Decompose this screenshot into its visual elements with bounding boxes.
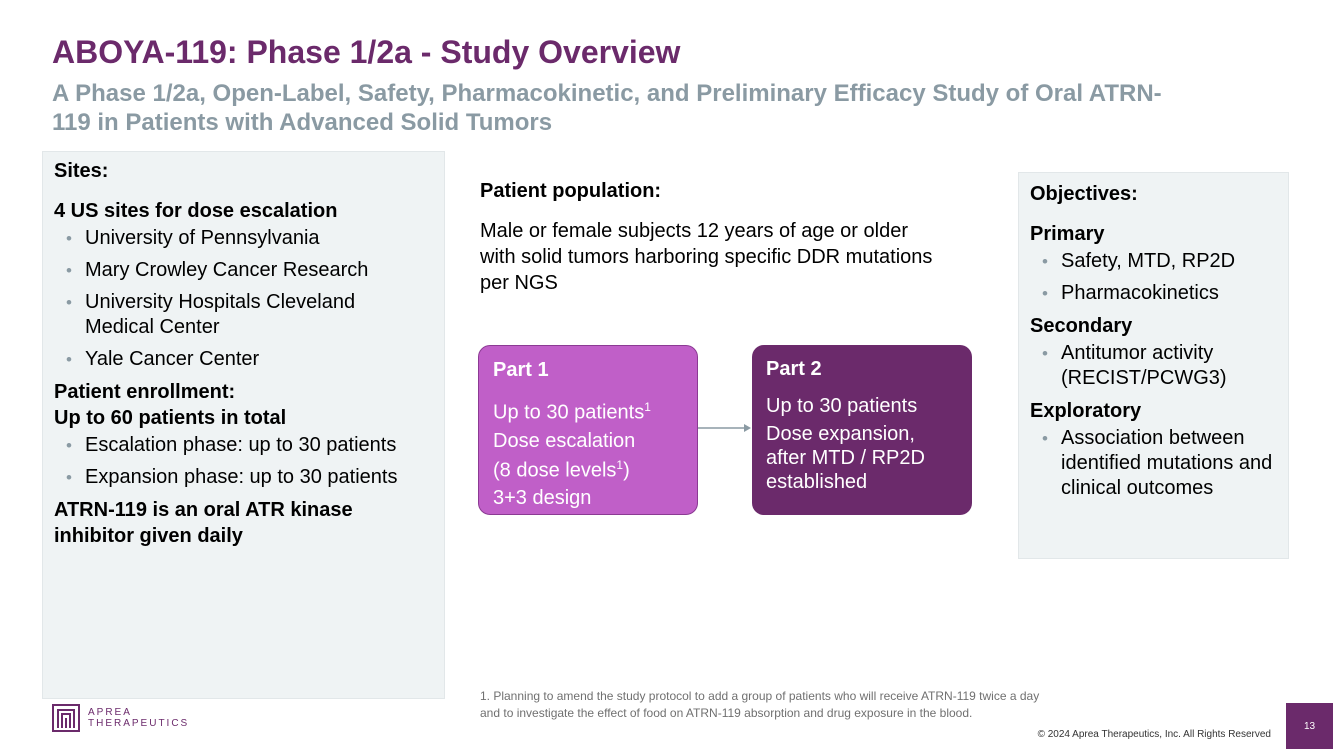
enrollment-heading: Patient enrollment: <box>54 381 236 403</box>
secondary-list: Antitumor activity (RECIST/PCWG3) <box>1030 341 1280 391</box>
part1-design: 3+3 design <box>493 487 592 510</box>
part1-box: Part 1 Up to 30 patients1 Dose escalatio… <box>478 345 698 515</box>
part1-title: Part 1 <box>493 359 549 381</box>
page-number: 13 <box>1286 703 1333 749</box>
aprea-logo-icon <box>52 704 80 732</box>
list-item: Yale Cancer Center <box>54 347 434 372</box>
list-item: Escalation phase: up to 30 patients <box>54 433 434 458</box>
sites-heading: Sites: <box>54 160 109 182</box>
objectives-panel: Objectives: Primary Safety, MTD, RP2D Ph… <box>1018 172 1289 559</box>
part2-title: Part 2 <box>766 358 822 380</box>
objectives-heading: Objectives: <box>1030 183 1138 205</box>
slide-subtitle: A Phase 1/2a, Open-Label, Safety, Pharma… <box>52 80 1162 136</box>
list-item: University Hospitals Cleveland Medical C… <box>54 290 385 340</box>
exploratory-heading: Exploratory <box>1030 400 1142 422</box>
list-item: University of Pennsylvania <box>54 226 434 251</box>
part2-patients: Up to 30 patients <box>766 395 918 417</box>
enrollment-list: Escalation phase: up to 30 patients Expa… <box>54 433 434 490</box>
company-logo: APREA THERAPEUTICS <box>52 704 189 732</box>
list-item: Safety, MTD, RP2D <box>1030 249 1280 274</box>
part1-dose-levels: (8 dose levels1) <box>493 457 630 482</box>
footnote: 1. Planning to amend the study protocol … <box>480 688 1160 722</box>
primary-list: Safety, MTD, RP2D Pharmacokinetics <box>1030 249 1280 306</box>
part1-patients: Up to 30 patients1 <box>493 400 651 424</box>
slide-title: ABOYA-119: Phase 1/2a - Study Overview <box>52 34 681 70</box>
sites-list: University of Pennsylvania Mary Crowley … <box>54 226 434 372</box>
primary-heading: Primary <box>1030 223 1105 245</box>
footnote-line-2: and to investigate the effect of food on… <box>480 706 973 720</box>
escalation-sites-heading: 4 US sites for dose escalation <box>54 200 338 222</box>
population-text: Male or female subjects 12 years of age … <box>480 220 933 294</box>
secondary-heading: Secondary <box>1030 315 1133 337</box>
population-section: Patient population: Male or female subje… <box>480 178 980 296</box>
part2-box: Part 2 Up to 30 patients Dose expansion,… <box>752 345 972 515</box>
logo-wordmark: APREA THERAPEUTICS <box>88 707 190 729</box>
population-heading: Patient population: <box>480 180 662 202</box>
sites-panel: Sites: 4 US sites for dose escalation Un… <box>42 151 445 699</box>
list-item: Mary Crowley Cancer Research <box>54 258 434 283</box>
list-item: Pharmacokinetics <box>1030 281 1280 306</box>
arrow-icon <box>698 424 751 432</box>
list-item: Expansion phase: up to 30 patients <box>54 465 434 490</box>
list-item: Antitumor activity (RECIST/PCWG3) <box>1030 341 1251 391</box>
part1-dose-escalation: Dose escalation <box>493 429 636 452</box>
list-item: Association between identified mutations… <box>1030 426 1281 501</box>
enrollment-total: Up to 60 patients in total <box>54 407 287 429</box>
exploratory-list: Association between identified mutations… <box>1030 426 1280 501</box>
drug-note: ATRN-119 is an oral ATR kinase inhibitor… <box>54 499 353 547</box>
copyright: © 2024 Aprea Therapeutics, Inc. All Righ… <box>1037 729 1271 740</box>
footnote-line-1: 1. Planning to amend the study protocol … <box>480 689 1040 703</box>
part2-dose-expansion: Dose expansion, after MTD / RP2D establi… <box>766 423 925 493</box>
